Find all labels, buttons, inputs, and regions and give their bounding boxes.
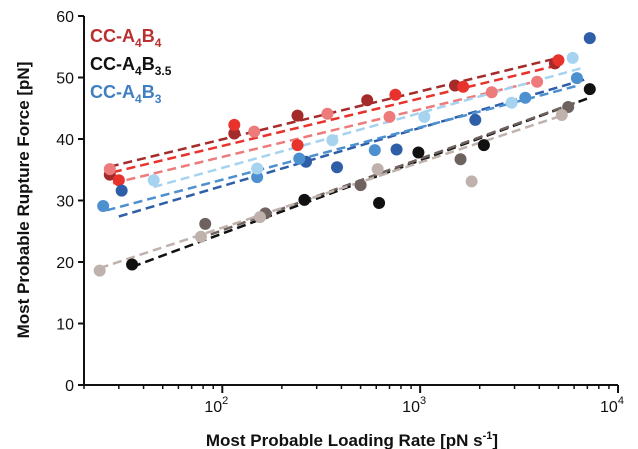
x-axis-title-superscript: -1 — [483, 430, 493, 442]
data-point-6-4 — [469, 113, 482, 126]
data-point-0-2 — [291, 109, 304, 122]
data-point-3-2 — [373, 196, 386, 209]
data-point-5-0 — [93, 264, 106, 277]
data-point-8-4 — [505, 96, 518, 109]
x-axis-title: Most Probable Loading Rate [pN s-1] — [206, 430, 498, 449]
fit-line-7 — [106, 84, 579, 212]
data-point-1-2 — [291, 139, 304, 152]
data-point-5-1 — [194, 230, 207, 243]
y-tick-label-0: 0 — [65, 378, 74, 395]
data-point-2-1 — [248, 125, 261, 138]
data-point-2-5 — [531, 75, 544, 88]
data-point-7-5 — [570, 72, 583, 85]
data-point-3-4 — [477, 139, 490, 152]
data-point-6-2 — [331, 161, 344, 174]
legend-entry-0: CC-A4B4 — [90, 26, 162, 50]
y-tick-label-3: 30 — [56, 194, 74, 211]
data-point-2-2 — [321, 107, 334, 120]
x-tick-label-1: 103 — [402, 395, 426, 416]
x-ticks: 102 103 104 — [83, 385, 624, 416]
y-axis-title: Most Probable Rupture Force [pN] — [14, 62, 33, 339]
data-point-6-3 — [390, 143, 403, 156]
data-point-8-3 — [418, 110, 431, 123]
data-point-8-2 — [326, 134, 339, 147]
data-point-5-2 — [253, 211, 266, 224]
data-point-1-4 — [457, 80, 470, 93]
data-point-3-0 — [126, 258, 139, 271]
data-point-4-2 — [354, 179, 367, 192]
data-point-5-5 — [555, 109, 568, 122]
data-point-3-5 — [583, 83, 596, 96]
fit-line-0 — [109, 56, 559, 168]
data-point-7-0 — [97, 200, 110, 213]
legend-entry-1: CC-A4B3.5 — [90, 54, 172, 78]
data-point-7-2 — [293, 152, 306, 165]
fit-lines — [99, 56, 592, 270]
data-point-3-3 — [412, 146, 425, 159]
data-points — [93, 32, 596, 277]
data-point-8-1 — [251, 162, 264, 175]
data-point-8-5 — [566, 51, 579, 64]
data-point-1-3 — [389, 88, 402, 101]
data-point-5-4 — [465, 175, 478, 188]
data-point-7-4 — [519, 91, 532, 104]
fit-line-1 — [112, 63, 559, 174]
y-tick-label-2: 20 — [56, 255, 74, 272]
fit-line-6 — [118, 77, 588, 218]
fit-line-5 — [99, 114, 563, 270]
y-tick-label-5: 50 — [56, 71, 74, 88]
data-point-2-4 — [485, 86, 498, 99]
data-point-1-1 — [228, 118, 241, 131]
y-tick-label-1: 10 — [56, 317, 74, 334]
fit-line-4 — [197, 100, 578, 241]
x-tick-label-2: 104 — [600, 395, 624, 416]
fit-line-2 — [112, 79, 540, 185]
data-point-4-3 — [454, 153, 467, 166]
data-point-5-3 — [371, 163, 384, 176]
data-point-7-3 — [368, 144, 381, 157]
x-tick-label-0: 102 — [204, 395, 228, 416]
data-point-0-1 — [228, 127, 241, 140]
legend: CC-A4B4 CC-A4B3.5 CC-A4B3 — [90, 26, 172, 106]
data-point-3-1 — [298, 193, 311, 206]
y-tick-label-4: 40 — [56, 132, 74, 149]
data-point-6-0 — [115, 184, 128, 197]
data-point-1-0 — [112, 174, 125, 187]
data-point-4-0 — [199, 217, 212, 230]
data-point-2-3 — [383, 110, 396, 123]
data-point-4-4 — [562, 101, 575, 114]
data-point-8-0 — [147, 174, 160, 187]
data-point-2-0 — [103, 163, 116, 176]
data-point-0-3 — [361, 94, 374, 107]
legend-entry-2: CC-A4B3 — [90, 82, 162, 106]
data-point-1-5 — [552, 54, 565, 67]
data-point-6-5 — [583, 32, 596, 45]
fit-line-8 — [153, 67, 582, 189]
data-point-7-1 — [251, 171, 264, 184]
y-ticks: 0 10 20 30 40 50 60 — [56, 9, 84, 395]
y-tick-label-6: 60 — [56, 9, 74, 26]
